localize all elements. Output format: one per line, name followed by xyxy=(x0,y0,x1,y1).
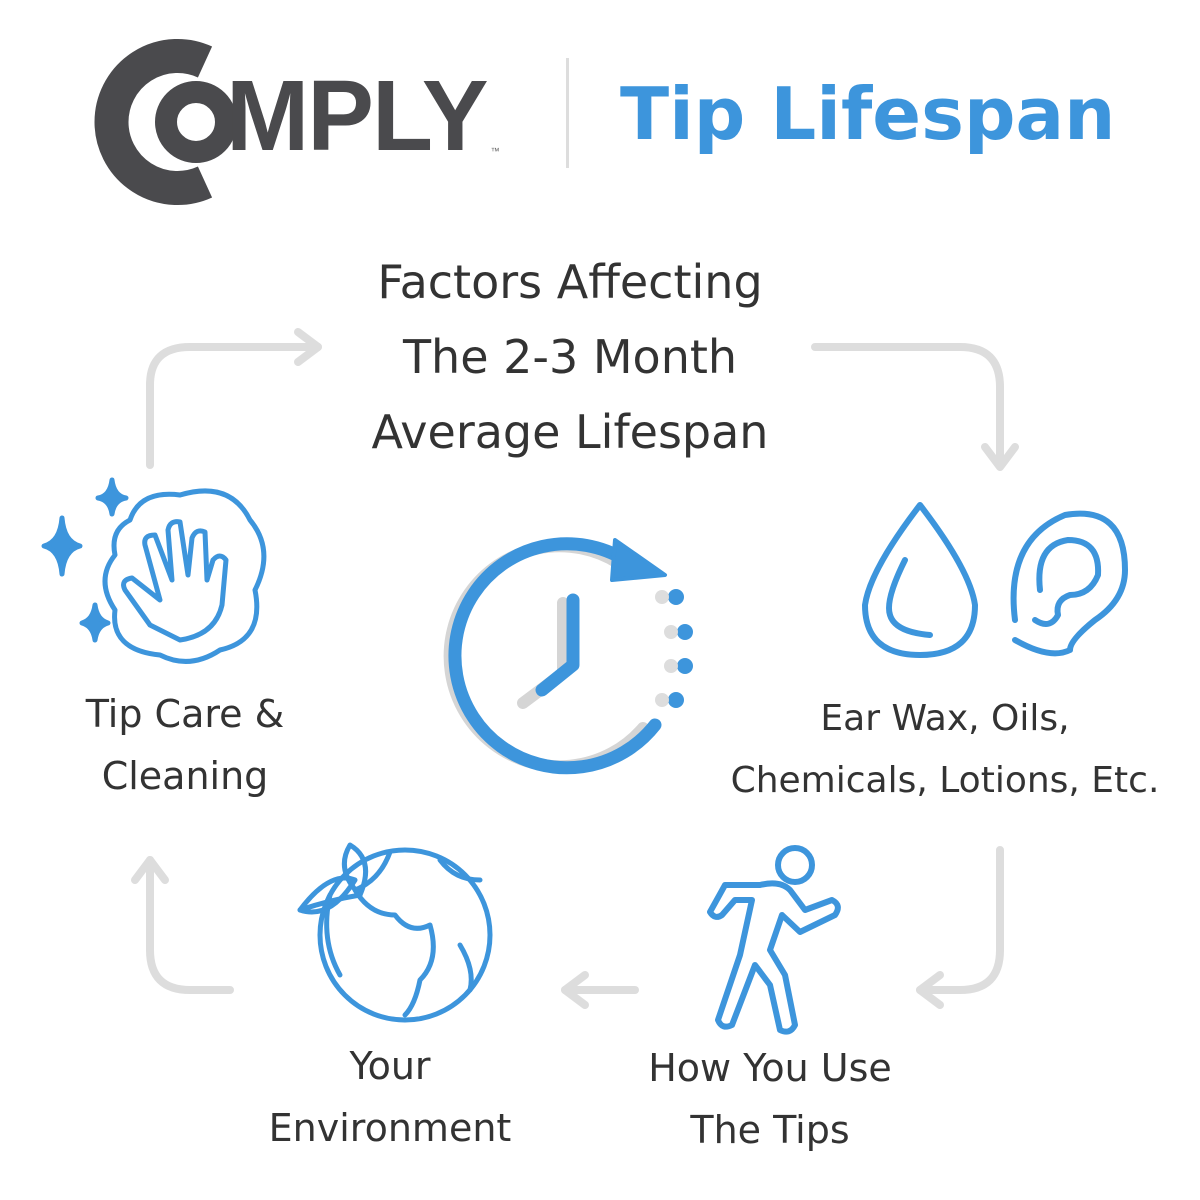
factor-label-tip-care: Tip Care & Cleaning xyxy=(40,683,330,807)
label-line: How You Use xyxy=(648,1046,892,1090)
drop-and-ear-icon xyxy=(862,502,1128,658)
cycle-arrow-top-left xyxy=(146,328,322,469)
heading-line: The 2-3 Month xyxy=(402,330,738,384)
label-line: Tip Care & xyxy=(85,692,285,736)
page-title: Tip Lifespan xyxy=(620,72,1116,156)
heading-line: Average Lifespan xyxy=(371,405,769,459)
drop-icon xyxy=(862,502,978,658)
globe-leaf-icon xyxy=(297,842,493,1023)
label-line: Chemicals, Lotions, Etc. xyxy=(730,760,1160,801)
label-line: Cleaning xyxy=(101,754,269,798)
comply-logo-mark xyxy=(94,39,237,205)
center-heading: Factors Affecting The 2-3 Month Average … xyxy=(320,245,820,470)
factor-label-environment: Your Environment xyxy=(230,1035,550,1159)
logo-wordmark: MPLY xyxy=(226,60,489,172)
cycle-arrow-top-right xyxy=(811,343,1019,471)
hand-wipe-sparkle-icon xyxy=(41,477,267,664)
logo-text: MPLY ™ xyxy=(226,66,500,166)
cycle-arrow-bottom-right xyxy=(916,846,1004,1009)
label-line: Your xyxy=(349,1044,431,1088)
factor-label-ear-wax: Ear Wax, Oils, Chemicals, Lotions, Etc. xyxy=(690,688,1200,812)
clock-cycle-icon xyxy=(443,537,693,775)
trademark-symbol: ™ xyxy=(490,146,500,156)
cycle-arrow-bottom-middle xyxy=(561,971,639,1009)
label-line: The Tips xyxy=(690,1108,850,1152)
factor-label-usage: How You Use The Tips xyxy=(610,1037,930,1161)
heading-line: Factors Affecting xyxy=(377,255,763,309)
cycle-arrow-bottom-left xyxy=(131,856,234,994)
running-person-icon xyxy=(707,845,841,1035)
label-line: Ear Wax, Oils, xyxy=(820,698,1070,739)
ear-icon xyxy=(1010,510,1128,657)
label-line: Environment xyxy=(268,1106,512,1150)
header-divider xyxy=(566,58,569,168)
